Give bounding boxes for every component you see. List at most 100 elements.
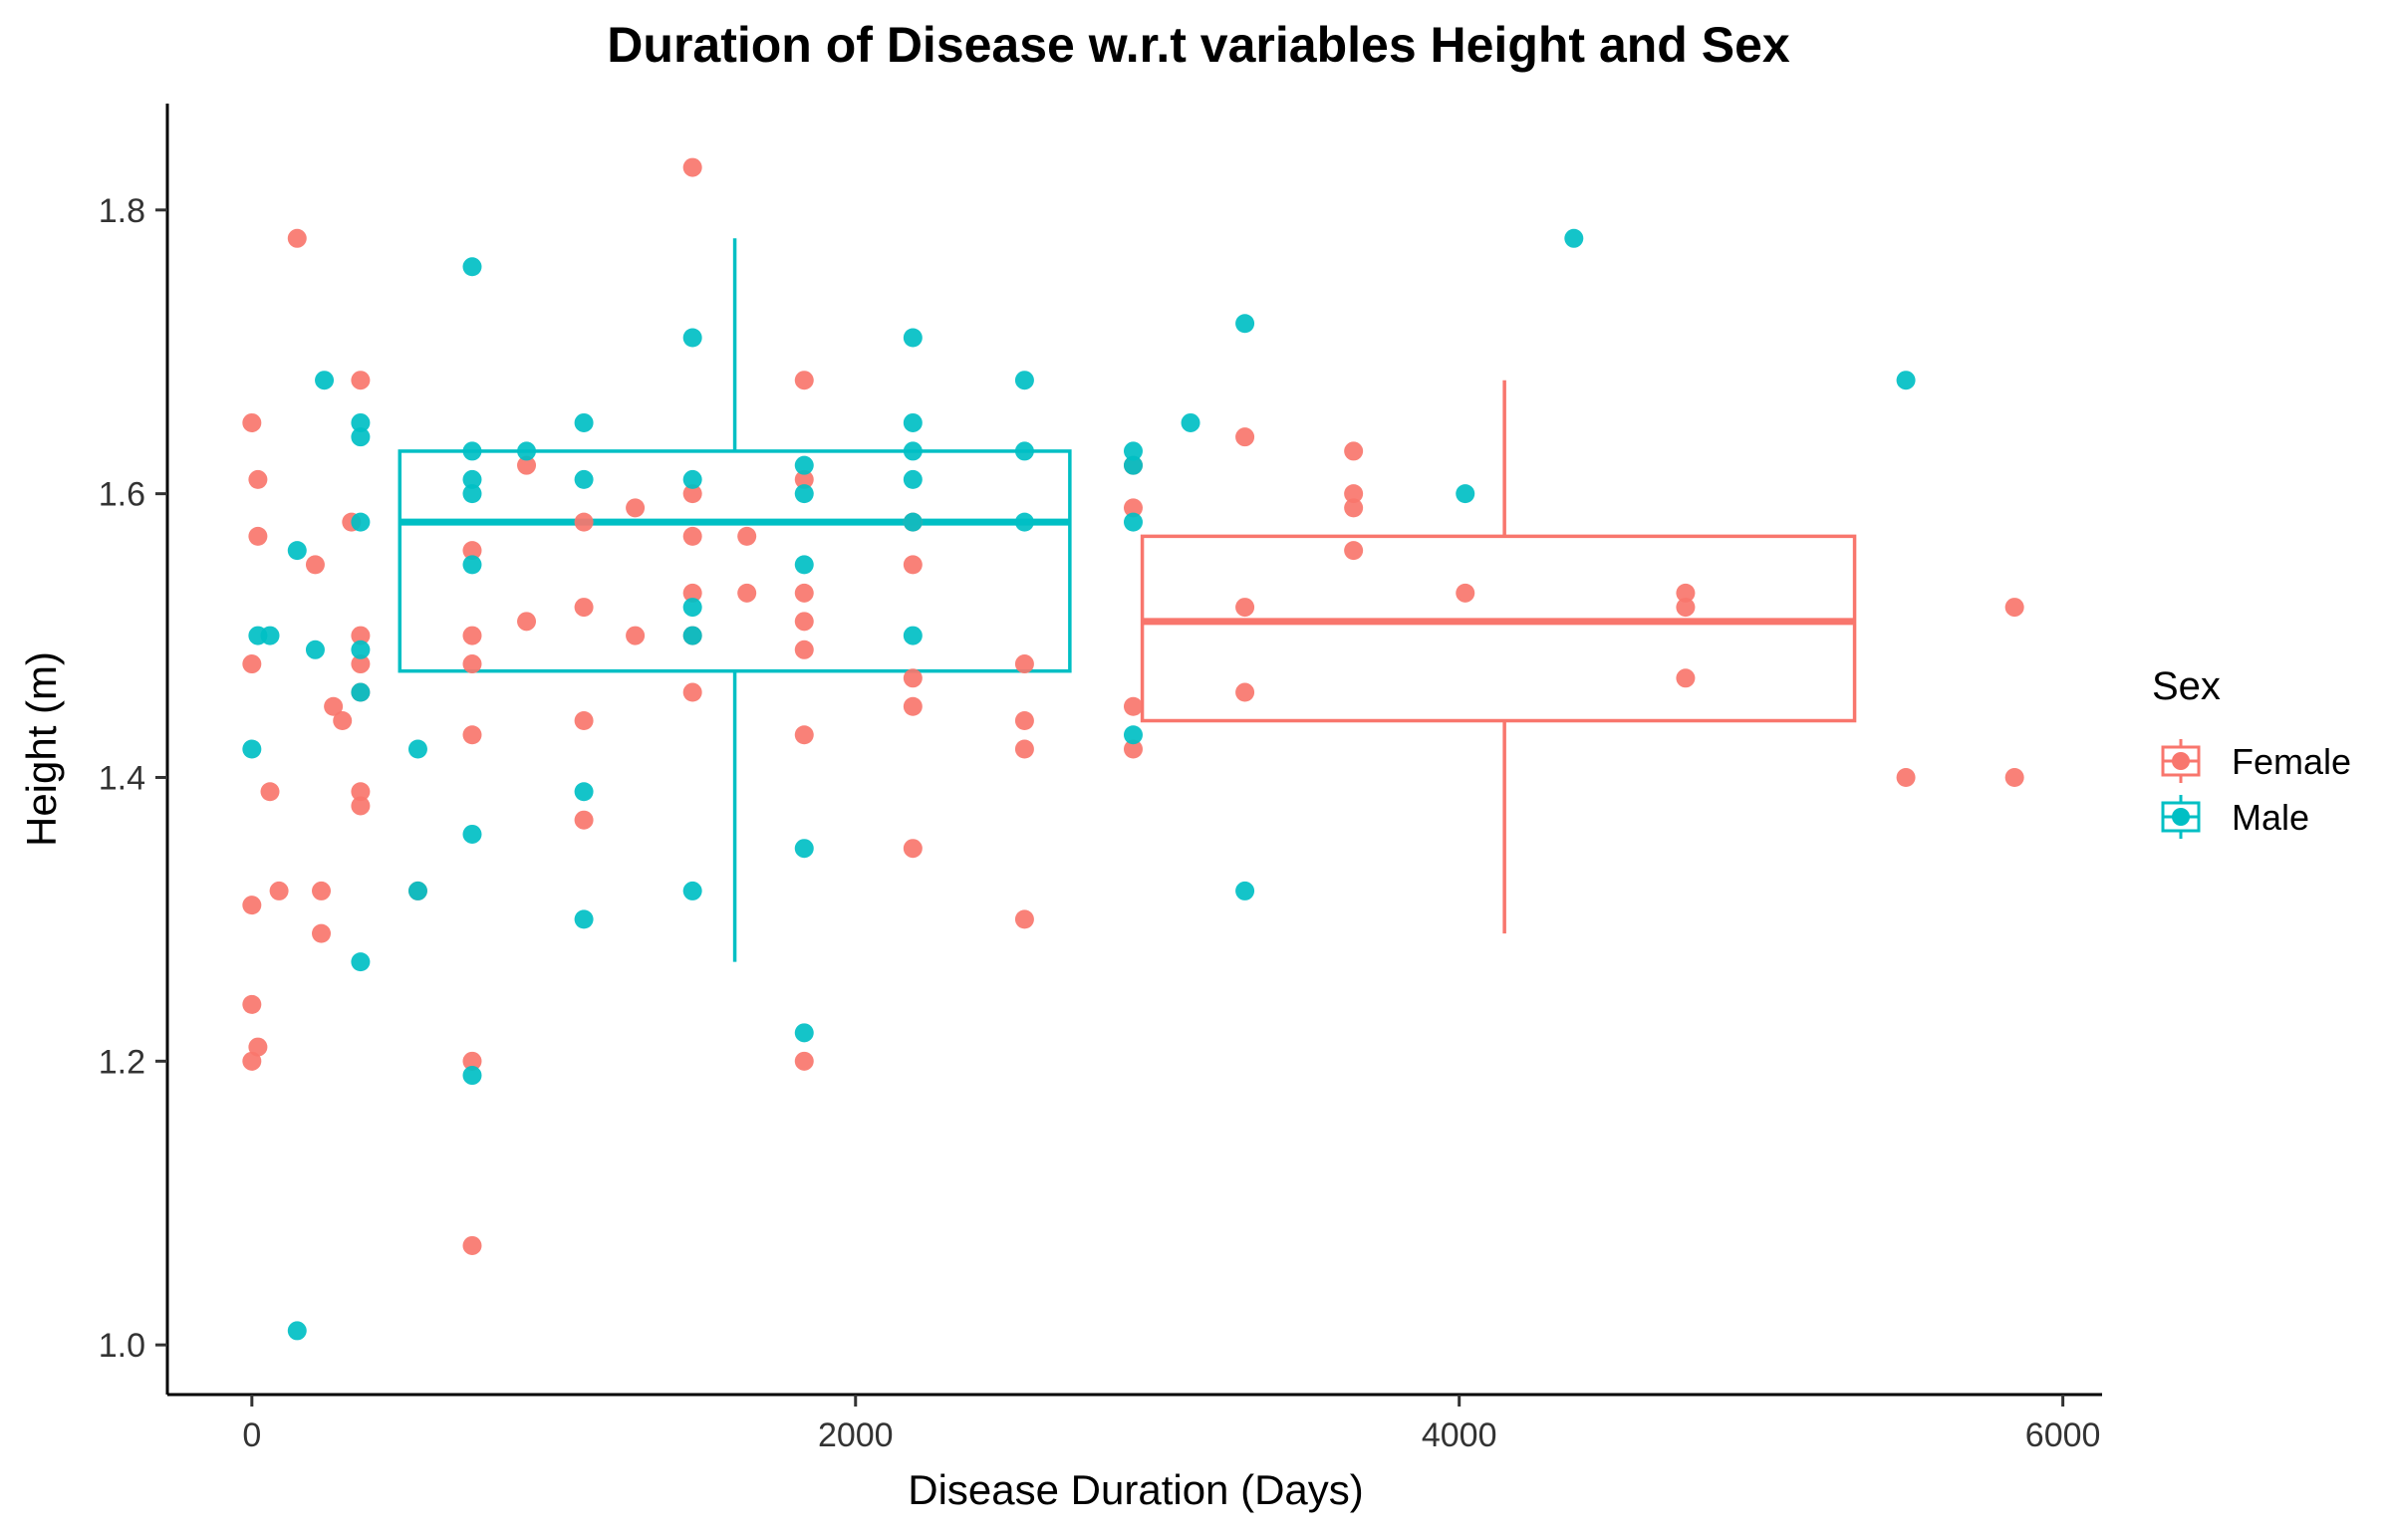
data-point	[1235, 682, 1255, 702]
data-point	[462, 1235, 482, 1255]
ticks: 0 2000 4000 6000 1.0 1.2 1.4 1.6 1.8	[99, 192, 2101, 1454]
data-point	[351, 952, 371, 972]
data-point	[1235, 598, 1255, 618]
data-point	[269, 881, 289, 900]
data-point	[242, 896, 262, 915]
data-point	[682, 626, 702, 645]
data-point	[903, 668, 923, 688]
data-point	[248, 526, 268, 546]
series-male-points	[242, 228, 1916, 1341]
data-point	[574, 909, 594, 929]
data-point	[682, 881, 702, 900]
data-point	[248, 1037, 268, 1057]
legend: Sex Female Male	[2152, 664, 2351, 839]
data-point	[351, 796, 371, 816]
data-point	[242, 994, 262, 1014]
data-point	[794, 1023, 814, 1043]
y-tick-label: 1.2	[99, 1043, 145, 1081]
data-point	[1344, 541, 1364, 561]
data-point	[1014, 909, 1034, 929]
data-point	[462, 725, 482, 745]
y-tick-label: 1.8	[99, 192, 145, 230]
data-point	[1014, 654, 1034, 674]
legend-item-male: Male	[2161, 795, 2309, 839]
data-point	[794, 1051, 814, 1071]
data-point	[1344, 484, 1364, 504]
data-point	[682, 598, 702, 618]
data-point	[574, 711, 594, 731]
data-point	[462, 626, 482, 645]
boxplot-female	[1140, 380, 1857, 934]
data-point	[305, 555, 325, 575]
data-point	[1676, 583, 1696, 603]
data-point	[315, 371, 335, 390]
data-point	[903, 696, 923, 716]
data-point	[574, 782, 594, 802]
data-point	[1456, 484, 1475, 504]
x-tick-label: 0	[242, 1416, 261, 1454]
legend-item-female: Female	[2161, 739, 2351, 783]
data-point	[1123, 512, 1143, 532]
data-point	[794, 640, 814, 659]
data-point	[794, 555, 814, 575]
data-point	[351, 782, 371, 802]
data-point	[1344, 498, 1364, 518]
data-point	[737, 526, 757, 546]
data-point	[574, 469, 594, 489]
data-point	[1896, 767, 1916, 787]
data-point	[242, 1051, 262, 1071]
data-point	[462, 257, 482, 277]
data-point	[737, 583, 757, 603]
data-point	[794, 839, 814, 859]
data-point	[903, 328, 923, 348]
y-axis-title: Height (m)	[18, 651, 65, 847]
data-point	[1235, 881, 1255, 900]
data-point	[1014, 512, 1034, 532]
data-point	[626, 626, 646, 645]
data-point	[1235, 314, 1255, 334]
data-point	[1676, 668, 1696, 688]
data-point	[682, 328, 702, 348]
y-tick-label: 1.0	[99, 1327, 145, 1365]
data-point	[517, 455, 537, 475]
data-point	[242, 654, 262, 674]
data-point	[903, 469, 923, 489]
data-point	[574, 810, 594, 830]
data-point	[517, 441, 537, 461]
data-point	[1896, 371, 1916, 390]
data-point	[312, 923, 332, 943]
data-point	[1676, 598, 1696, 618]
data-point	[682, 469, 702, 489]
data-point	[1564, 228, 1584, 248]
data-point	[682, 682, 702, 702]
data-point	[1235, 427, 1255, 447]
data-point	[260, 782, 280, 802]
data-point	[462, 555, 482, 575]
x-axis-title: Disease Duration (Days)	[908, 1466, 1364, 1513]
plot-area	[242, 157, 2024, 1341]
data-point	[242, 739, 262, 759]
data-point	[462, 541, 482, 561]
data-point	[1014, 441, 1034, 461]
data-point	[1181, 412, 1200, 432]
data-point	[1456, 583, 1475, 603]
data-point	[287, 541, 307, 561]
data-point	[574, 412, 594, 432]
data-point	[794, 484, 814, 504]
data-point	[626, 498, 646, 518]
data-point	[574, 512, 594, 532]
y-tick-label: 1.6	[99, 476, 145, 514]
data-point	[260, 626, 280, 645]
data-point	[1344, 441, 1364, 461]
legend-key-point	[2172, 752, 2190, 770]
data-point	[903, 512, 923, 532]
data-point	[462, 484, 482, 504]
data-point	[351, 412, 371, 432]
x-tick-label: 2000	[818, 1416, 894, 1454]
data-point	[903, 441, 923, 461]
data-point	[462, 824, 482, 844]
data-point	[1123, 455, 1143, 475]
data-point	[462, 441, 482, 461]
